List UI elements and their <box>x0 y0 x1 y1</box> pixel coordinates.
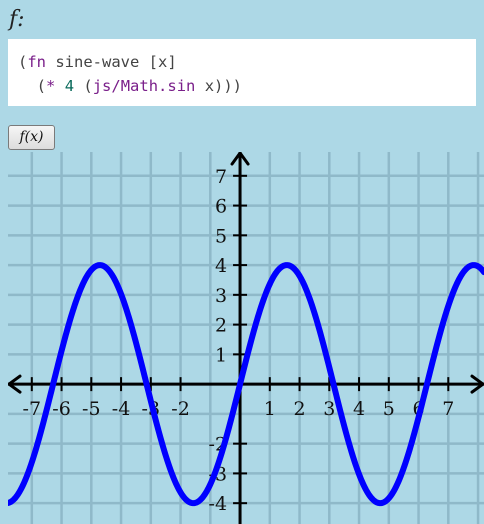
code-token: sine-wave [x] <box>46 53 177 71</box>
y-tick-label: -4 <box>209 493 228 515</box>
y-tick-label: 3 <box>215 285 227 307</box>
x-tick-label: -4 <box>112 398 131 420</box>
y-tick-label: 1 <box>215 344 227 366</box>
x-tick-label: -5 <box>82 398 101 420</box>
code-token: x))) <box>195 77 243 95</box>
x-tick-label: 7 <box>442 398 454 420</box>
code-token <box>55 77 64 95</box>
code-line-2: (* 4 (js/Math.sin x))) <box>18 77 242 95</box>
sine-curve <box>8 262 484 507</box>
function-name-label: f: <box>9 7 25 32</box>
code-token: ( <box>18 77 46 95</box>
y-tick-label: 6 <box>215 196 227 218</box>
x-tick-label: 4 <box>353 398 365 420</box>
code-token: ( <box>18 53 28 71</box>
function-plot: -7 -6 -5 -4 -3 -2 1 2 3 4 5 6 7 7 6 5 4 3 2 1 -2 -3 -4 <box>8 152 484 524</box>
code-token: fn <box>27 53 47 71</box>
y-tick-label: 5 <box>215 225 227 247</box>
code-editor[interactable]: (fn sine-wave [x] (* 4 (js/Math.sin x))) <box>8 39 476 106</box>
code-token: * <box>46 77 56 95</box>
code-token: ( <box>74 77 93 95</box>
code-token: 4 <box>64 77 75 95</box>
y-axis-arrow-up <box>230 152 250 166</box>
x-tick-label: 2 <box>294 398 306 420</box>
x-axis-arrow-left <box>8 374 22 394</box>
y-tick-label: 7 <box>215 166 227 188</box>
x-axis-arrow-right <box>470 374 484 394</box>
x-tick-label: 5 <box>383 398 395 420</box>
code-line-1: (fn sine-wave [x] <box>18 53 177 71</box>
x-tick-label: 1 <box>264 398 276 420</box>
code-token: js/Math.sin <box>92 77 196 95</box>
x-tick-label: -6 <box>52 398 71 420</box>
x-tick-label: -2 <box>171 398 190 420</box>
y-tick-label: 4 <box>215 255 227 277</box>
y-tick-label: 2 <box>215 315 227 337</box>
x-tick-label: 3 <box>323 398 335 420</box>
x-tick-label: -7 <box>23 398 42 420</box>
plot-function-button[interactable]: f(x) <box>8 125 55 150</box>
